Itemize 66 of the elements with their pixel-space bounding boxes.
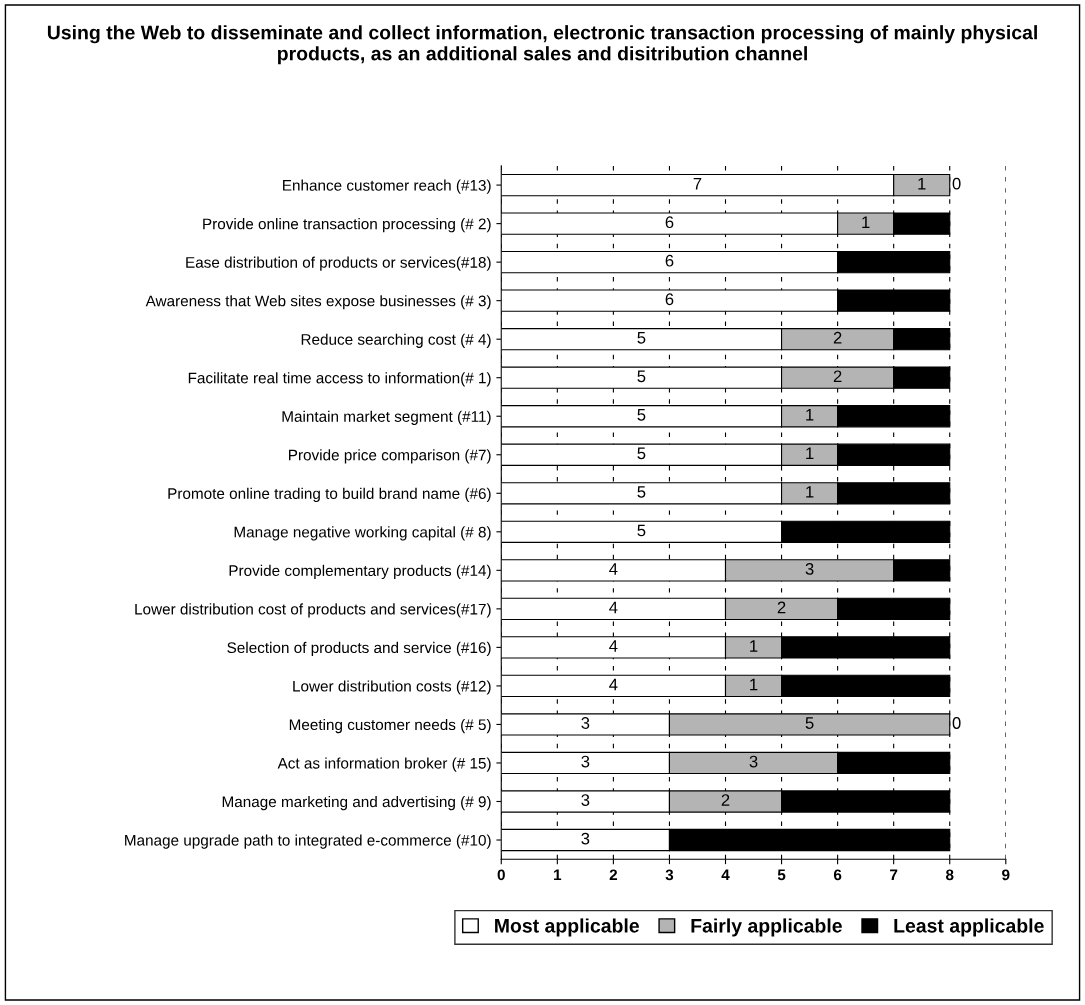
data-label: 5 — [637, 409, 646, 421]
y-tick-label: Provide online transaction processing (# 2) — [203, 218, 491, 233]
y-tick-label: Awareness that Web sites expose businesses (# 3) — [145, 295, 491, 310]
data-label: 7 — [693, 177, 702, 190]
y-tick-label: Facilitate real time access to information(# 1) — [188, 372, 491, 387]
data-label: 5 — [637, 486, 646, 498]
data-label: 3 — [749, 755, 758, 768]
y-tick-label: Provide price comparison (#7) — [289, 449, 491, 464]
x-tick-label: 5 — [777, 869, 786, 881]
data-label: 2 — [833, 331, 842, 344]
data-label: 4 — [609, 563, 618, 575]
legend-label: Least applicable — [894, 918, 1044, 937]
x-tick-label: 0 — [497, 869, 505, 881]
data-label: 3 — [581, 832, 590, 845]
data-label: 2 — [833, 370, 842, 383]
data-label: 5 — [637, 524, 646, 537]
data-label: 6 — [665, 254, 674, 267]
y-tick-label: Manage negative working capital (# 8) — [234, 526, 491, 541]
data-label: 3 — [581, 755, 590, 768]
data-label: 1 — [918, 177, 926, 190]
x-tick-label: 2 — [609, 869, 618, 881]
y-tick-label: Promote online trading to build brand name (#6) — [168, 487, 491, 502]
y-tick-label: Manage marketing and advertising (# 9) — [222, 795, 491, 811]
y-tick-label: Act as information broker (# 15) — [277, 757, 491, 772]
data-label: 4 — [609, 678, 618, 691]
y-tick-label: Provide complementary products (#14) — [229, 564, 491, 580]
data-label: 4 — [609, 640, 618, 652]
data-label: 5 — [805, 717, 814, 729]
data-label: 5 — [637, 447, 646, 460]
legend-label: Most applicable — [495, 918, 639, 937]
data-label: 2 — [777, 601, 786, 614]
data-label: 2 — [721, 794, 730, 806]
data-label: 1 — [806, 486, 814, 498]
x-tick-label: 4 — [721, 869, 730, 881]
chart-title: Using the Web to disseminate and collect information, electronic transaction processing of mainly physical products, as an additional sales and disitribution channel — [47, 25, 1037, 65]
y-tick-label: Manage upgrade path to integrated e-commerce (#10) — [125, 834, 491, 849]
y-tick-label: Reduce searching cost (# 4) — [301, 333, 491, 348]
y-tick-label: Ease distribution of products or services(#18) — [186, 256, 491, 271]
data-label: 1 — [806, 447, 814, 460]
data-label: 0 — [952, 177, 961, 190]
data-label: 5 — [637, 332, 646, 344]
data-label: 1 — [750, 678, 758, 691]
y-tick-label: Meeting customer needs (# 5) — [289, 718, 491, 734]
data-label: 3 — [581, 794, 590, 806]
y-tick-label: Enhance customer reach (#13) — [283, 179, 491, 194]
y-tick-label: Lower distribution cost of products and services(#17) — [135, 603, 491, 618]
y-tick-label: Selection of products and service (#16) — [227, 641, 491, 657]
data-label: 0 — [952, 717, 961, 729]
data-label: 6 — [665, 216, 674, 229]
legend-label: Fairly applicable — [691, 918, 842, 937]
data-label: 1 — [806, 409, 814, 421]
x-tick-label: 8 — [945, 869, 954, 881]
data-label: 4 — [609, 601, 618, 614]
x-tick-label: 7 — [890, 869, 898, 881]
x-tick-label: 1 — [554, 869, 562, 881]
x-tick-label: 9 — [1002, 869, 1010, 881]
data-label: 3 — [581, 717, 590, 729]
y-tick-label: Maintain market segment (#11) — [282, 410, 491, 425]
data-label: 5 — [637, 370, 646, 383]
data-label: 1 — [750, 640, 758, 652]
data-label: 3 — [805, 563, 814, 575]
data-label: 6 — [665, 293, 674, 306]
y-tick-label: Lower distribution costs (#12) — [293, 680, 491, 695]
x-tick-label: 6 — [833, 869, 842, 881]
data-label: 1 — [862, 216, 870, 228]
x-tick-label: 3 — [665, 869, 674, 881]
